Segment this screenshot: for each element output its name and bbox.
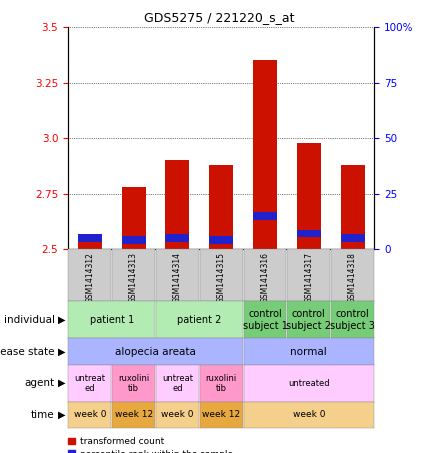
Text: control
subject 1: control subject 1 <box>243 309 287 331</box>
Text: untreated: untreated <box>288 379 330 388</box>
Text: patient 1: patient 1 <box>89 315 134 325</box>
Legend: transformed count, percentile rank within the sample: transformed count, percentile rank withi… <box>68 437 233 453</box>
Text: ruxolini
tib: ruxolini tib <box>118 374 149 393</box>
Bar <box>78 242 102 249</box>
Bar <box>341 165 364 249</box>
Text: untreat
ed: untreat ed <box>162 374 193 393</box>
Text: control
subject 2: control subject 2 <box>286 309 331 331</box>
Text: time: time <box>31 410 55 420</box>
Bar <box>78 234 102 242</box>
Bar <box>122 187 145 249</box>
Text: week 0: week 0 <box>74 410 106 419</box>
Text: week 0: week 0 <box>293 410 325 419</box>
Bar <box>209 165 233 249</box>
Text: ▶: ▶ <box>58 315 66 325</box>
Text: GSM1414314: GSM1414314 <box>173 252 182 303</box>
Text: GSM1414313: GSM1414313 <box>129 252 138 303</box>
Text: GSM1414315: GSM1414315 <box>217 252 226 303</box>
Text: patient 2: patient 2 <box>177 315 222 325</box>
Text: week 12: week 12 <box>202 410 240 419</box>
Text: GSM1414312: GSM1414312 <box>85 252 94 303</box>
Text: GSM1414318: GSM1414318 <box>348 252 357 303</box>
Text: individual: individual <box>4 315 55 325</box>
Text: control
subject 3: control subject 3 <box>330 309 375 331</box>
Text: GSM1414316: GSM1414316 <box>261 252 269 303</box>
Text: ▶: ▶ <box>58 347 66 357</box>
Text: disease state: disease state <box>0 347 55 357</box>
Text: week 12: week 12 <box>114 410 153 419</box>
Bar <box>209 236 233 244</box>
Text: ▶: ▶ <box>58 378 66 388</box>
Bar <box>253 212 277 220</box>
Text: ruxolini
tib: ruxolini tib <box>205 374 237 393</box>
Bar <box>253 61 277 249</box>
Bar <box>166 234 190 242</box>
Text: agent: agent <box>25 378 55 388</box>
Bar <box>297 230 321 237</box>
Text: GSM1414317: GSM1414317 <box>304 252 313 303</box>
Text: untreat
ed: untreat ed <box>74 374 105 393</box>
Bar <box>166 160 190 249</box>
Text: GDS5275 / 221220_s_at: GDS5275 / 221220_s_at <box>144 11 294 24</box>
Text: normal: normal <box>290 347 327 357</box>
Bar <box>122 236 145 244</box>
Text: ▶: ▶ <box>58 410 66 420</box>
Text: alopecia areata: alopecia areata <box>115 347 196 357</box>
Bar <box>341 234 364 242</box>
Text: week 0: week 0 <box>161 410 194 419</box>
Bar <box>297 143 321 249</box>
